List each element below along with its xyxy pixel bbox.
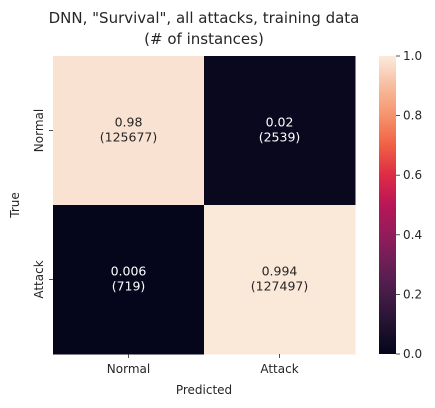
y-axis-ticks: Normal Attack <box>32 109 53 299</box>
heatmap-cell <box>204 56 356 206</box>
cell-count-label: (719) <box>112 279 146 294</box>
colorbar <box>379 56 396 354</box>
cell-count-label: (127497) <box>251 279 308 294</box>
heatmap-cells: 0.98(125677) 0.02(2539) 0.006(719) 0.994(12… <box>53 56 356 355</box>
x-tick-label: Attack <box>260 362 298 376</box>
cell-value-label: 0.98 <box>115 115 143 130</box>
colorbar-tick-label: 0.0 <box>403 347 422 361</box>
chart-title-line-2: (# of instances) <box>144 30 264 48</box>
colorbar-tick-label: 0.8 <box>403 109 422 123</box>
y-tick-label: Attack <box>32 260 46 298</box>
cell-value-label: 0.02 <box>266 115 294 130</box>
colorbar-tick-label: 0.6 <box>403 168 422 182</box>
colorbar-ticks: 0.0 0.2 0.4 0.6 0.8 1.0 <box>396 49 422 361</box>
heatmap-cell <box>204 205 356 355</box>
x-axis-ticks: Normal Attack <box>107 354 299 376</box>
x-tick-label: Normal <box>107 362 150 376</box>
colorbar-tick-label: 0.4 <box>403 228 422 242</box>
cell-count-label: (2539) <box>259 130 301 145</box>
heatmap-cell <box>53 56 205 206</box>
colorbar-tick-label: 1.0 <box>403 49 422 63</box>
heatmap-cell <box>53 205 205 355</box>
chart-title-line-1: DNN, "Survival", all attacks, training d… <box>49 9 360 27</box>
cell-count-label: (125677) <box>100 130 157 145</box>
colorbar-tick-label: 0.2 <box>403 287 422 301</box>
cell-value-label: 0.006 <box>111 264 147 279</box>
y-axis-label: True <box>8 192 22 219</box>
cell-value-label: 0.994 <box>262 264 298 279</box>
y-tick-label: Normal <box>32 109 46 152</box>
x-axis-label: Predicted <box>176 383 232 397</box>
